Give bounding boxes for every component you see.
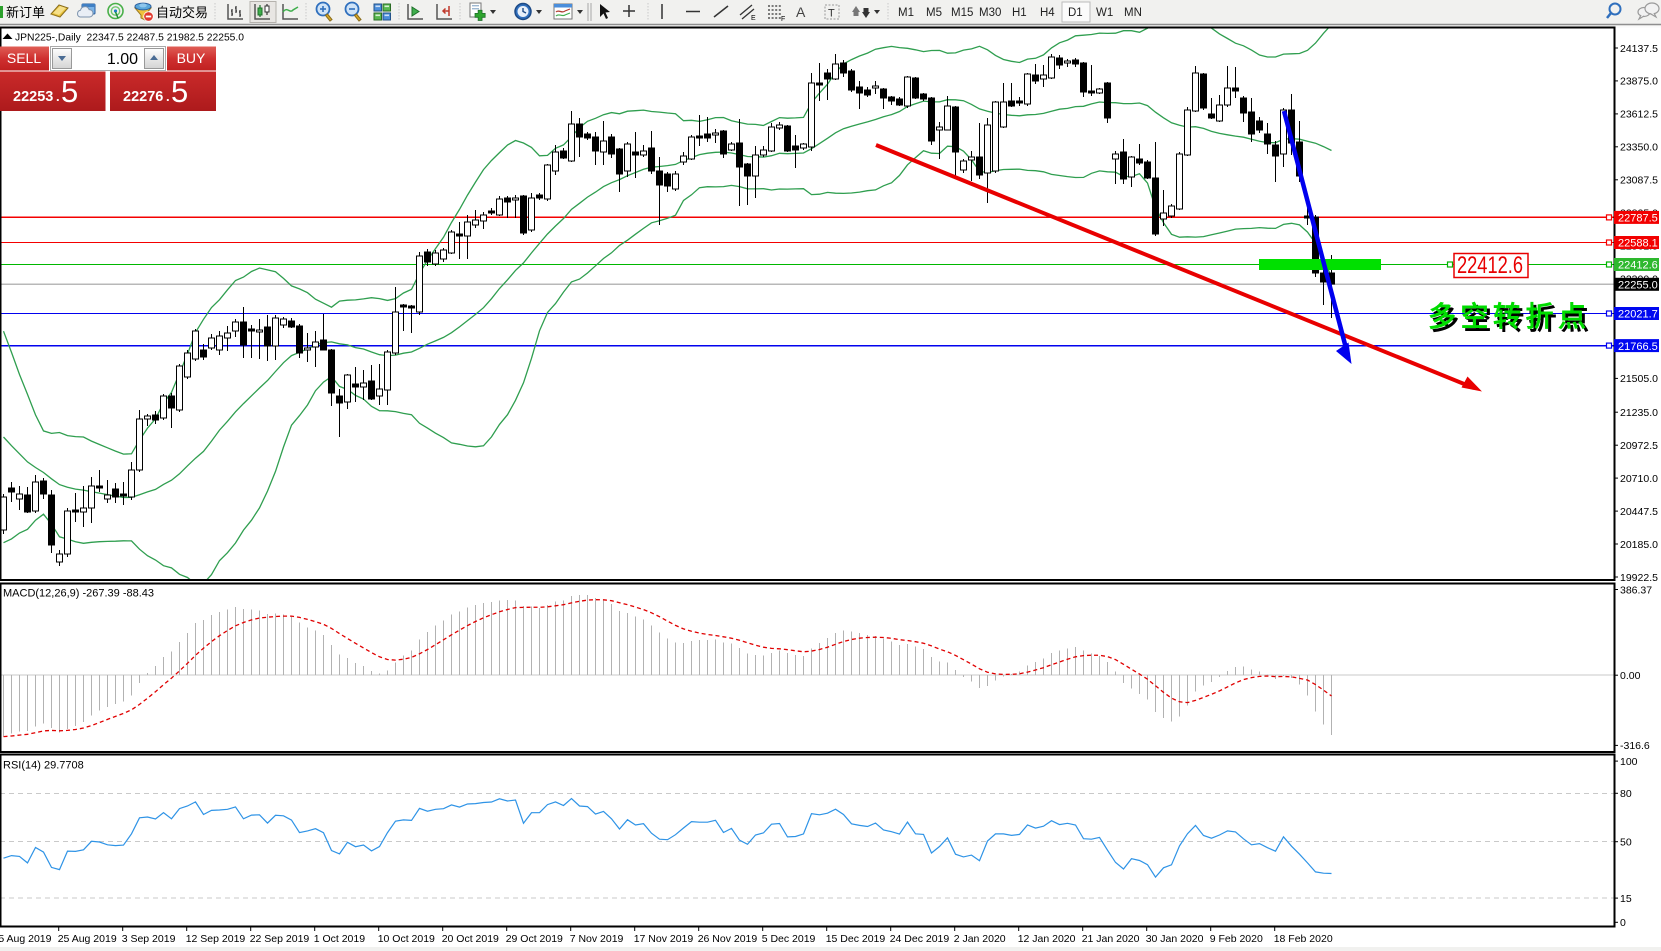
svg-text:22412.6: 22412.6 — [1618, 260, 1658, 272]
svg-text:12 Jan 2020: 12 Jan 2020 — [1018, 933, 1076, 945]
svg-text:22276: 22276 — [123, 89, 163, 105]
svg-text:22412.6: 22412.6 — [1457, 252, 1523, 279]
svg-text:15 Aug 2019: 15 Aug 2019 — [0, 933, 52, 945]
svg-text:D1: D1 — [1068, 7, 1083, 19]
svg-text:26 Nov 2019: 26 Nov 2019 — [698, 933, 758, 945]
svg-text:10 Oct 2019: 10 Oct 2019 — [378, 933, 435, 945]
svg-text:22 Sep 2019: 22 Sep 2019 — [250, 933, 310, 945]
svg-text:25 Aug 2019: 25 Aug 2019 — [58, 933, 117, 945]
svg-text:15 Dec 2019: 15 Dec 2019 — [826, 933, 886, 945]
svg-text:自动交易: 自动交易 — [156, 5, 208, 20]
svg-text:3 Sep 2019: 3 Sep 2019 — [122, 933, 176, 945]
svg-text:A: A — [796, 4, 806, 20]
svg-text:22588.1: 22588.1 — [1618, 238, 1658, 250]
svg-text:100: 100 — [1620, 756, 1638, 768]
svg-text:80: 80 — [1620, 788, 1632, 800]
svg-text:20972.5: 20972.5 — [1620, 440, 1658, 452]
svg-text:5 Dec 2019: 5 Dec 2019 — [762, 933, 816, 945]
svg-text:RSI(14) 29.7708: RSI(14) 29.7708 — [3, 760, 84, 772]
svg-text:23875.0: 23875.0 — [1620, 76, 1658, 88]
svg-text:新订单: 新订单 — [6, 5, 45, 20]
svg-text:T: T — [828, 8, 835, 20]
svg-text:21766.5: 21766.5 — [1618, 341, 1658, 353]
svg-text:24 Dec 2019: 24 Dec 2019 — [890, 933, 950, 945]
svg-text:H1: H1 — [1012, 7, 1027, 19]
svg-text:5: 5 — [171, 74, 188, 109]
svg-text:18 Feb 2020: 18 Feb 2020 — [1274, 933, 1333, 945]
svg-text:20447.5: 20447.5 — [1620, 506, 1658, 518]
svg-text:7 Nov 2019: 7 Nov 2019 — [570, 933, 624, 945]
svg-text:.: . — [56, 89, 60, 104]
svg-text:0: 0 — [1620, 917, 1626, 929]
svg-text:12 Sep 2019: 12 Sep 2019 — [186, 933, 246, 945]
svg-text:20185.0: 20185.0 — [1620, 539, 1658, 551]
svg-text:多空转折点: 多空转折点 — [1431, 303, 1589, 336]
svg-text:22255.0: 22255.0 — [1618, 280, 1658, 292]
svg-text:2 Jan 2020: 2 Jan 2020 — [954, 933, 1006, 945]
svg-text:E: E — [751, 15, 756, 22]
svg-text:MN: MN — [1124, 7, 1142, 19]
svg-text:MACD(12,26,9) -267.39 -88.43: MACD(12,26,9) -267.39 -88.43 — [3, 588, 154, 600]
svg-text:21235.0: 21235.0 — [1620, 407, 1658, 419]
svg-text:21505.0: 21505.0 — [1620, 373, 1658, 385]
svg-text:SELL: SELL — [7, 50, 41, 66]
svg-text:17 Nov 2019: 17 Nov 2019 — [634, 933, 694, 945]
svg-text:1.00: 1.00 — [107, 51, 138, 68]
svg-text:JPN225-,Daily 22347.5 22487.5: JPN225-,Daily 22347.5 22487.5 21982.5 22… — [15, 33, 244, 44]
svg-text:24137.5: 24137.5 — [1620, 43, 1658, 55]
svg-text:22253: 22253 — [13, 89, 53, 105]
svg-text:22021.7: 22021.7 — [1618, 309, 1658, 321]
svg-text:BUY: BUY — [177, 50, 206, 66]
svg-text:W1: W1 — [1096, 7, 1113, 19]
svg-text:多空转折点: 多空转折点 — [1428, 300, 1586, 333]
svg-text:1 Oct 2019: 1 Oct 2019 — [314, 933, 366, 945]
svg-text:20710.0: 20710.0 — [1620, 473, 1658, 485]
svg-text:22787.5: 22787.5 — [1618, 213, 1658, 225]
svg-text:30 Jan 2020: 30 Jan 2020 — [1146, 933, 1204, 945]
svg-text:0.00: 0.00 — [1620, 670, 1641, 682]
svg-text:29 Oct 2019: 29 Oct 2019 — [506, 933, 563, 945]
svg-text:-316.6: -316.6 — [1620, 740, 1650, 752]
svg-text:M5: M5 — [926, 7, 942, 19]
svg-text:386.37: 386.37 — [1620, 584, 1652, 596]
svg-text:19922.5: 19922.5 — [1620, 572, 1658, 584]
svg-text:5: 5 — [61, 74, 78, 109]
svg-text:F: F — [781, 16, 785, 23]
svg-text:H4: H4 — [1040, 7, 1055, 19]
svg-text:50: 50 — [1620, 837, 1632, 849]
svg-text:23087.5: 23087.5 — [1620, 175, 1658, 187]
svg-text:23350.0: 23350.0 — [1620, 142, 1658, 154]
svg-text:23612.5: 23612.5 — [1620, 109, 1658, 121]
svg-text:20 Oct 2019: 20 Oct 2019 — [442, 933, 499, 945]
svg-text:9 Feb 2020: 9 Feb 2020 — [1210, 933, 1263, 945]
svg-text:M15: M15 — [951, 7, 973, 19]
svg-text:M30: M30 — [979, 7, 1001, 19]
svg-text:M1: M1 — [898, 7, 914, 19]
svg-text:.: . — [166, 89, 170, 104]
svg-text:15: 15 — [1620, 893, 1632, 905]
svg-text:21 Jan 2020: 21 Jan 2020 — [1082, 933, 1140, 945]
